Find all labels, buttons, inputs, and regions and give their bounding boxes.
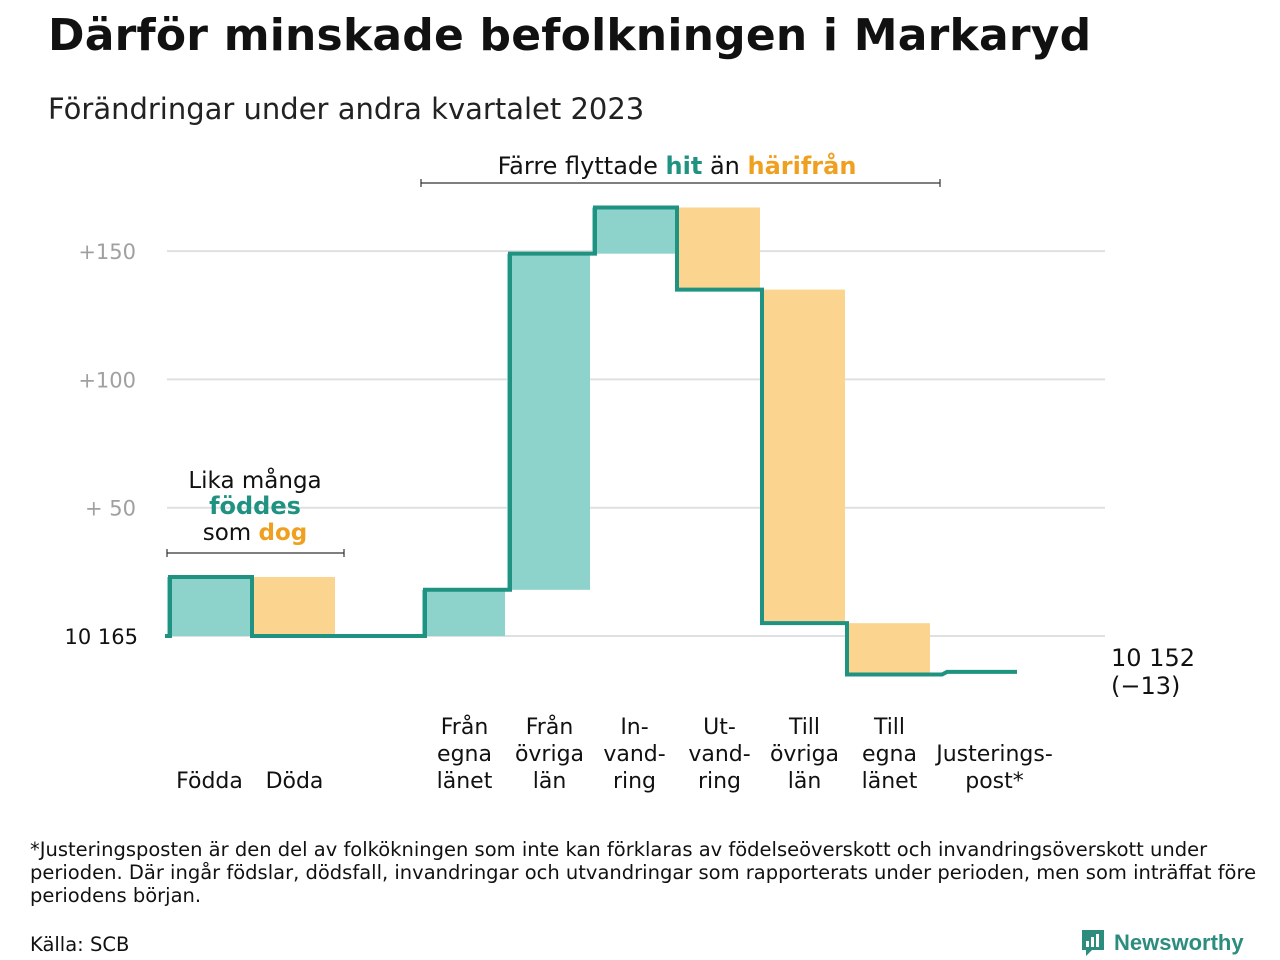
annotation-migration: Färre flyttade hit än härifrån	[498, 151, 857, 180]
category-label-line: län	[533, 769, 567, 794]
annotation-harifran: härifrån	[748, 151, 857, 180]
cumulative-step-line	[165, 205, 1017, 677]
category-label-line: länet	[437, 769, 493, 794]
category-label-line: Till	[788, 715, 820, 740]
category-label-line: Från	[526, 714, 574, 740]
annotation-births-line2: föddes	[209, 492, 301, 520]
bar-inflow	[592, 207, 675, 254]
category-label-line: egna	[862, 742, 917, 767]
bar-outflow	[252, 576, 335, 636]
category-label: Från övriga län	[515, 714, 584, 794]
annotation-text: än	[702, 152, 747, 180]
bar-inflow	[422, 589, 505, 636]
category-label-line: Justerings-	[934, 742, 1053, 767]
category-label-line: ring	[698, 769, 741, 794]
annotation-hit: hit	[666, 152, 703, 180]
category-label-line: post*	[965, 769, 1024, 794]
bar-inflow	[167, 576, 250, 636]
category-label-line: länet	[862, 769, 918, 794]
annotation-text: Färre flyttade	[498, 152, 666, 180]
bar-outflow	[677, 207, 760, 290]
category-label-line: Födda	[176, 769, 243, 794]
annotation-births-line3: som dog	[203, 520, 308, 546]
category-label: Från egna länet	[437, 714, 493, 794]
y-tick-label: +150	[78, 240, 136, 264]
category-label-line: ring	[613, 769, 656, 794]
y-tick-label: + 50	[85, 497, 136, 521]
category-label: Ut-vand-ring	[688, 715, 750, 794]
newsworthy-logo-icon	[1082, 930, 1104, 956]
category-label: Födda	[176, 769, 243, 794]
category-label-line: Från	[441, 714, 489, 740]
category-label: Till övriga län	[770, 715, 839, 794]
category-label-line: Ut-	[703, 715, 736, 740]
footnote: *Justeringsposten är den del av folkökni…	[30, 838, 1257, 907]
chart-title: Därför minskade befolkningen i Markaryd	[48, 10, 1092, 61]
category-label-line: Döda	[266, 769, 324, 794]
bar-outflow	[847, 623, 930, 675]
category-label-line: Till	[873, 715, 905, 740]
category-label-line: län	[788, 769, 822, 794]
bar-inflow	[507, 253, 590, 590]
chart-subtitle: Förändringar under andra kvartalet 2023	[48, 92, 645, 126]
category-label-line: egna	[437, 742, 492, 767]
category-label-line: vand-	[688, 742, 750, 767]
category-label: Till egna länet	[862, 715, 918, 794]
category-label: Döda	[266, 769, 324, 794]
end-change-label: (−13)	[1111, 672, 1180, 700]
category-label-line: In-	[620, 715, 648, 740]
brand-name: Newsworthy	[1114, 930, 1244, 955]
annotation-births-line1: Lika många	[188, 466, 321, 494]
category-label: Justerings-post*	[934, 742, 1053, 794]
y-tick-label: +100	[78, 368, 136, 392]
annotation-dog: dog	[259, 520, 308, 546]
brand: Newsworthy	[1080, 928, 1244, 958]
source-label: Källa: SCB	[30, 933, 130, 956]
annotation-text: som	[203, 520, 259, 546]
bar-outflow	[762, 289, 845, 624]
category-label-line: övriga	[770, 742, 839, 767]
category-label-line: vand-	[603, 742, 665, 767]
y-tick-label: 10 165	[65, 625, 138, 649]
category-label-line: övriga	[515, 742, 584, 767]
category-label: In-vand-ring	[603, 715, 665, 794]
end-value-label: 10 152	[1111, 644, 1195, 672]
